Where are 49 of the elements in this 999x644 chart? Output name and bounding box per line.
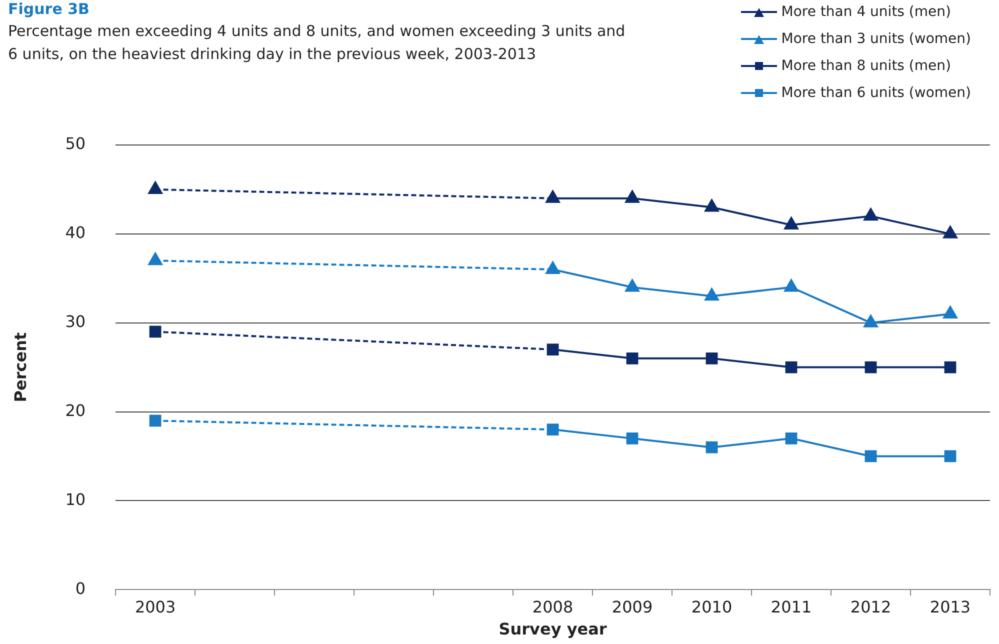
x-tick-label: 2010 <box>691 597 732 616</box>
y-tick-label: 20 <box>65 400 86 420</box>
y-tick-label: 50 <box>65 134 86 154</box>
point <box>706 352 718 364</box>
point <box>864 314 878 328</box>
point <box>149 414 162 427</box>
point <box>943 226 958 238</box>
point <box>704 288 719 301</box>
point <box>785 361 798 374</box>
legend-label: More than 4 units (men) <box>781 4 951 20</box>
point <box>148 181 162 194</box>
chart-subtitle: Percentage men exceeding 4 units and 8 units, and women exceeding 3 units and 6 units, on the heaviest drinking day in the previous week, 2003-2013 <box>8 21 626 65</box>
legend-label: More than 8 units (men) <box>781 58 951 74</box>
point <box>784 279 798 292</box>
point <box>864 208 878 221</box>
x-tick-label: 2009 <box>612 597 653 616</box>
point <box>706 441 718 454</box>
point <box>625 279 640 292</box>
point <box>149 326 162 338</box>
point <box>944 450 956 462</box>
point <box>546 424 559 436</box>
point <box>784 217 798 230</box>
y-tick-label: 40 <box>65 223 86 242</box>
y-tick-label: 10 <box>65 490 86 509</box>
point <box>864 361 877 374</box>
point <box>704 199 719 212</box>
x-tick-label: 2012 <box>850 597 892 616</box>
legend-label: More than 6 units (women) <box>781 85 971 101</box>
x-tick-label: 2011 <box>770 597 812 616</box>
y-tick-label: 30 <box>65 312 86 331</box>
point <box>864 450 877 462</box>
point <box>943 306 958 318</box>
y-tick-label: 0 <box>75 578 86 598</box>
point <box>785 432 798 444</box>
x-axis-title: Survey year <box>498 620 607 639</box>
x-tick-label: 2008 <box>532 597 574 616</box>
point <box>546 190 560 203</box>
point <box>546 261 560 274</box>
point <box>626 352 638 364</box>
point <box>148 252 162 266</box>
chart-title: Figure 3B <box>8 0 90 18</box>
legend-label: More than 3 units (women) <box>781 31 971 47</box>
x-tick-label: 2003 <box>134 597 176 616</box>
x-tick-label: 2013 <box>930 597 971 616</box>
point <box>625 190 640 203</box>
point <box>944 361 956 374</box>
point <box>626 432 638 444</box>
y-axis-title: Percent <box>10 332 30 402</box>
point <box>546 344 559 356</box>
